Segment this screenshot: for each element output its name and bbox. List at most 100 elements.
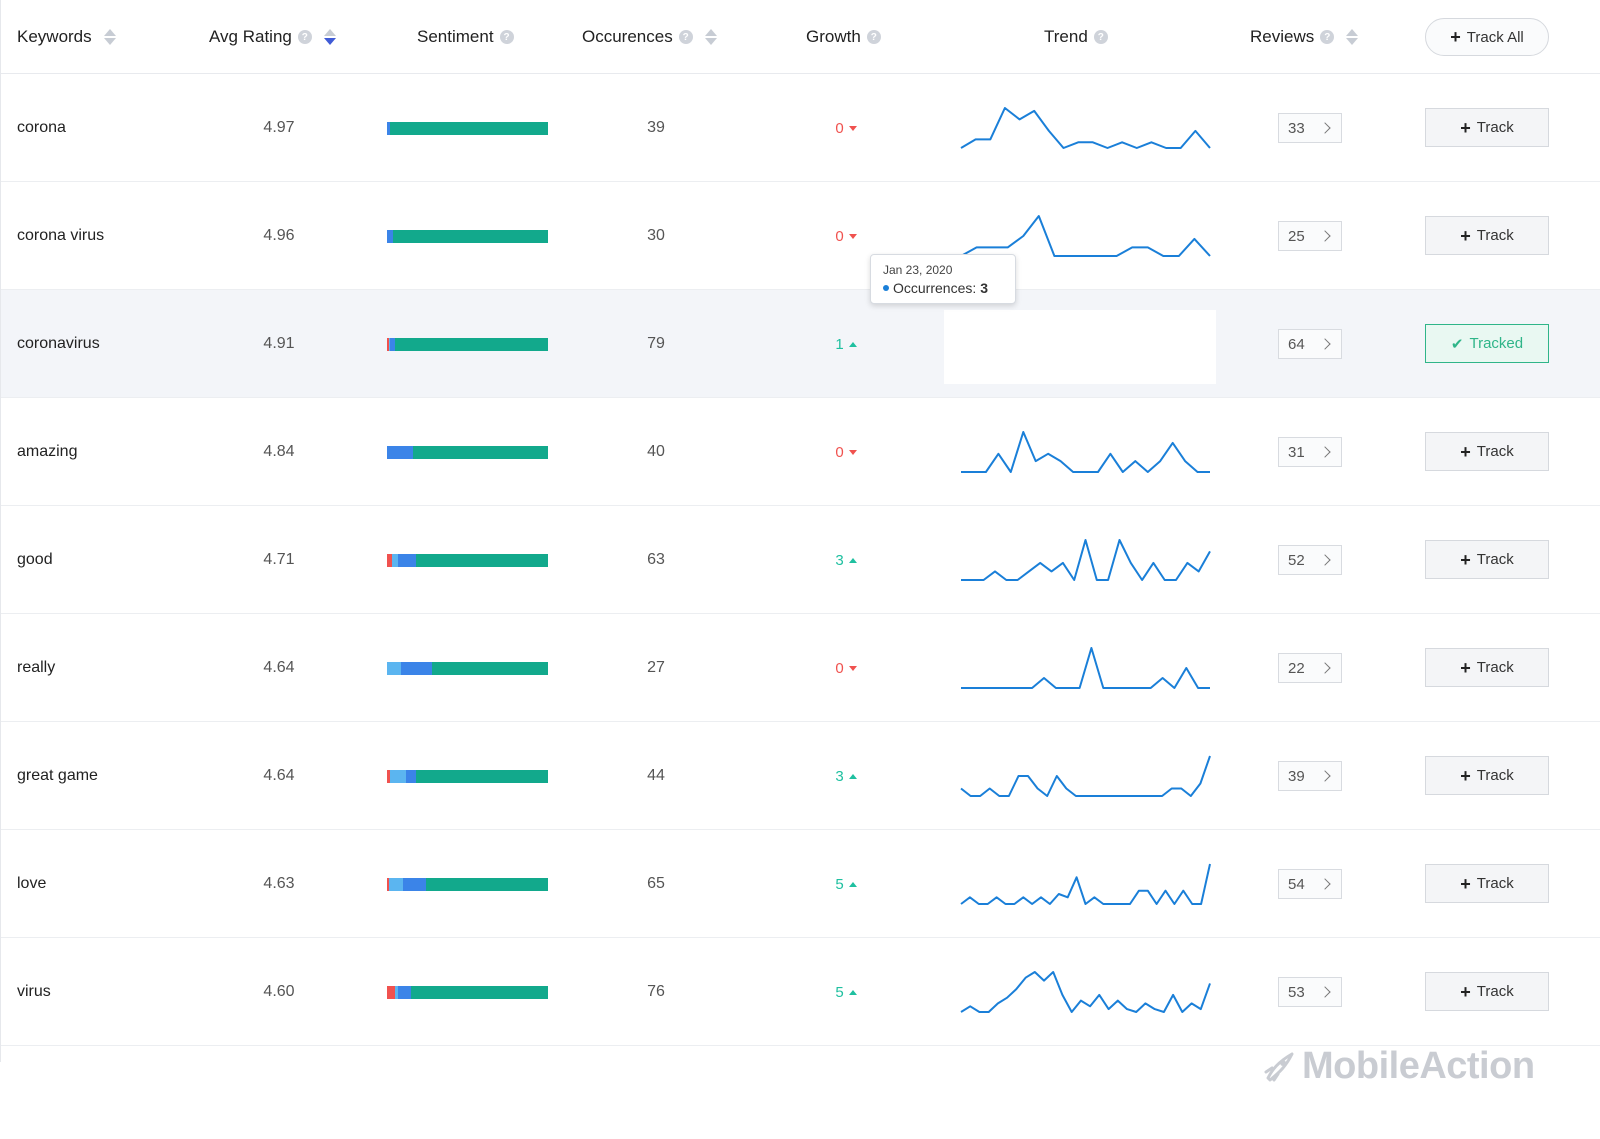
trend-line xyxy=(960,863,1211,905)
track-button[interactable]: + Track xyxy=(1425,432,1549,471)
reviews-button[interactable]: 52 xyxy=(1278,545,1342,575)
chevron-right-icon xyxy=(1319,230,1331,242)
sentiment-neutral-light-segment xyxy=(388,878,404,891)
arrow-down-icon xyxy=(848,449,857,455)
reviews-count: 31 xyxy=(1288,443,1305,461)
sentiment-neutral-segment xyxy=(398,986,412,999)
sentiment-neutral-segment xyxy=(387,230,394,243)
rocket-logo-icon xyxy=(1264,1052,1294,1082)
reviews-count: 25 xyxy=(1288,227,1305,245)
reviews-button[interactable]: 25 xyxy=(1278,221,1342,251)
table-row: coronavirus 4.91 79 1 64 ✔ Tracked xyxy=(1,290,1600,398)
trend-line xyxy=(960,215,1211,257)
reviews-button[interactable]: 33 xyxy=(1278,113,1342,143)
trend-sparkline[interactable] xyxy=(945,722,1225,830)
track-button[interactable]: + Track xyxy=(1425,540,1549,579)
arrow-up-icon xyxy=(848,557,857,563)
sentiment-neutral-segment xyxy=(387,446,413,459)
growth-cell: 0 xyxy=(821,614,871,722)
growth-cell: 5 xyxy=(821,938,871,1046)
track-button[interactable]: + Track xyxy=(1425,648,1549,687)
sentiment-neutral-segment xyxy=(387,122,391,135)
growth-value: 3 xyxy=(835,551,844,569)
keyword-cell: good xyxy=(17,551,53,568)
trend-line xyxy=(961,539,1211,581)
reviews-button[interactable]: 53 xyxy=(1278,977,1342,1007)
trend-line xyxy=(960,971,1211,1013)
header-avg-rating[interactable]: Avg Rating ? xyxy=(209,0,336,74)
tracked-button[interactable]: ✔ Tracked xyxy=(1425,324,1549,363)
chevron-right-icon xyxy=(1319,770,1331,782)
table-header: Keywords Avg Rating ? Sentiment ? Occure… xyxy=(1,0,1600,74)
check-icon: ✔ xyxy=(1450,335,1464,353)
reviews-button[interactable]: 39 xyxy=(1278,761,1342,791)
reviews-button[interactable]: 22 xyxy=(1278,653,1342,683)
keyword-cell: corona virus xyxy=(17,227,105,244)
sort-occurences-icon[interactable] xyxy=(704,28,717,46)
growth-value: 0 xyxy=(835,119,844,137)
mobileaction-logo: MobileAction xyxy=(1262,1040,1535,1092)
sentiment-positive-segment xyxy=(395,338,548,351)
track-label: Track xyxy=(1476,119,1514,136)
avg-rating-help-icon[interactable]: ? xyxy=(297,30,312,44)
plus-icon: + xyxy=(1460,117,1471,138)
table-row: love 4.63 65 5 54 + Track xyxy=(1,830,1600,938)
growth-help-icon[interactable]: ? xyxy=(866,30,881,44)
avg-rating-cell: 4.64 xyxy=(263,659,295,676)
sentiment-negative-segment xyxy=(387,986,396,999)
track-button[interactable]: + Track xyxy=(1425,108,1549,147)
trend-sparkline[interactable] xyxy=(945,938,1225,1046)
header-trend: Trend ? xyxy=(1044,0,1108,74)
avg-rating-cell: 4.91 xyxy=(263,335,295,352)
sentiment-help-icon[interactable]: ? xyxy=(499,30,514,44)
sentiment-negative-segment xyxy=(387,338,389,351)
sentiment-bar xyxy=(387,878,548,891)
track-all-button[interactable]: + Track All xyxy=(1425,18,1549,56)
header-keywords[interactable]: Keywords xyxy=(17,0,116,74)
reviews-button[interactable]: 54 xyxy=(1278,869,1342,899)
track-button[interactable]: + Track xyxy=(1425,216,1549,255)
sentiment-bar xyxy=(387,338,548,351)
trend-sparkline[interactable] xyxy=(945,182,1225,290)
reviews-count: 22 xyxy=(1288,659,1305,677)
trend-help-icon[interactable]: ? xyxy=(1093,30,1108,44)
track-button[interactable]: + Track xyxy=(1425,864,1549,903)
brand-name: MobileAction xyxy=(1302,1044,1535,1087)
reviews-button[interactable]: 31 xyxy=(1278,437,1342,467)
occurences-help-icon[interactable]: ? xyxy=(678,30,693,44)
arrow-up-icon xyxy=(848,881,857,887)
trend-sparkline[interactable] xyxy=(945,74,1225,182)
sentiment-positive-segment xyxy=(432,662,548,675)
table-row: amazing 4.84 40 0 31 + Track xyxy=(1,398,1600,506)
chevron-right-icon xyxy=(1319,554,1331,566)
table-row: corona virus 4.96 30 0 25 + Track xyxy=(1,182,1600,290)
track-label: Track xyxy=(1476,443,1514,460)
trend-line xyxy=(960,755,1211,797)
sentiment-negative-segment xyxy=(387,554,392,567)
trend-tooltip: Jan 23, 2020 Occurrences: 3 xyxy=(870,254,1016,304)
arrow-up-icon xyxy=(848,989,857,995)
tooltip-label: Occurrences: xyxy=(893,280,977,296)
sentiment-positive-segment xyxy=(390,122,548,135)
growth-cell: 0 xyxy=(821,74,871,182)
sort-keywords-icon[interactable] xyxy=(103,28,116,46)
keyword-cell: coronavirus xyxy=(17,335,100,352)
sort-reviews-icon[interactable] xyxy=(1346,28,1359,46)
sort-avg-rating-icon[interactable] xyxy=(323,28,336,46)
sentiment-bar xyxy=(387,230,548,243)
trend-sparkline[interactable] xyxy=(945,614,1225,722)
sentiment-bar xyxy=(387,122,548,135)
reviews-help-icon[interactable]: ? xyxy=(1320,30,1335,44)
reviews-button[interactable]: 64 xyxy=(1278,329,1342,359)
sentiment-neutral-segment xyxy=(401,662,433,675)
track-button[interactable]: + Track xyxy=(1425,972,1549,1011)
track-button[interactable]: + Track xyxy=(1425,756,1549,795)
keyword-cell: love xyxy=(17,875,47,892)
header-reviews[interactable]: Reviews ? xyxy=(1250,0,1359,74)
chevron-right-icon xyxy=(1319,122,1331,134)
trend-sparkline[interactable] xyxy=(945,398,1225,506)
trend-sparkline[interactable] xyxy=(945,830,1225,938)
plus-icon: + xyxy=(1460,225,1471,246)
trend-sparkline[interactable] xyxy=(945,506,1225,614)
header-occurences[interactable]: Occurences ? xyxy=(582,0,717,74)
